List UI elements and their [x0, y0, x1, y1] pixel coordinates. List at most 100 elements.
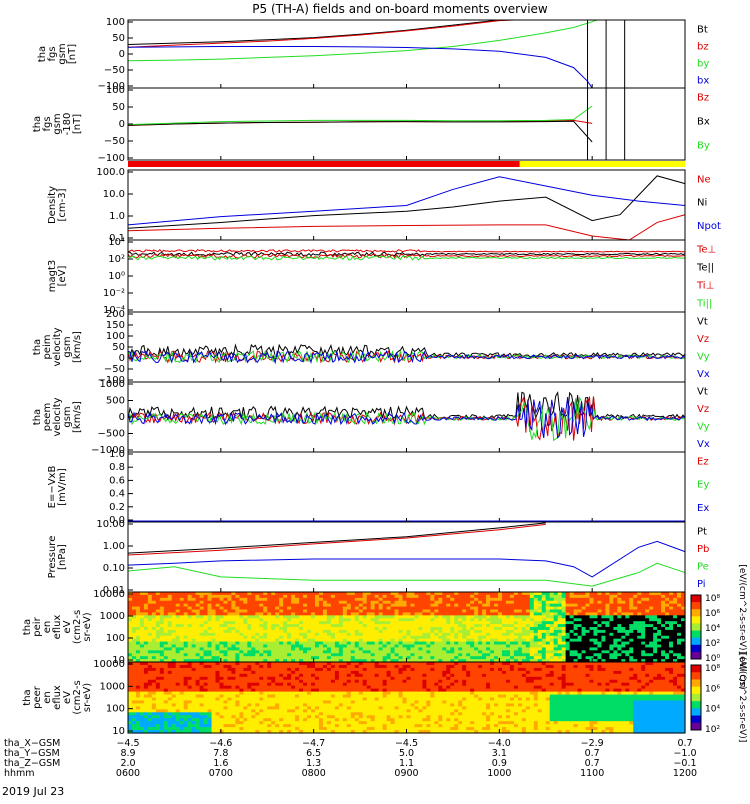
y-tick-label: 100 — [106, 85, 125, 96]
colorbar-swatch — [691, 631, 701, 639]
legend-entry: Vy — [697, 351, 710, 362]
legend-entry: Ey — [697, 480, 709, 491]
y-tick-label: −50 — [104, 364, 125, 375]
series-line-temperature-0 — [128, 250, 685, 252]
legend-entry: bx — [697, 75, 709, 86]
panel-frame — [128, 452, 685, 522]
colorbar-swatch — [691, 595, 701, 603]
y-axis-label: [nT] — [72, 114, 83, 134]
legend-entry: Vz — [697, 334, 709, 345]
colorbar-tick-label: 10² — [705, 639, 720, 649]
y-axis-label: [nPa] — [57, 544, 68, 570]
colorbar-swatch — [691, 645, 701, 653]
y-axis-label: sr-eV) — [82, 612, 93, 641]
colorbar-swatch — [691, 623, 701, 631]
y-tick-label: 0 — [119, 119, 125, 130]
series-line-fgs_gsm-0 — [128, 20, 515, 44]
y-axis-label: [eV] — [57, 266, 68, 287]
y-tick-label: 0.4 — [109, 489, 125, 500]
y-tick-label: 200 — [106, 309, 125, 320]
colorbar-swatch — [691, 602, 701, 610]
y-tick-label: 100 — [106, 633, 125, 644]
legend-entry: Ne — [697, 174, 711, 185]
series-line-pressure-2 — [128, 563, 685, 586]
y-tick-label: 0.10 — [103, 563, 125, 574]
series-line-pressure-3 — [128, 541, 685, 576]
legend-entry: Vy — [697, 421, 710, 432]
y-tick-label: 10.0 — [103, 189, 125, 200]
colorbar-swatch — [691, 609, 701, 617]
panel-frame — [128, 88, 685, 160]
y-tick-label: 0.2 — [109, 502, 125, 513]
y-tick-label: 0 — [119, 353, 125, 364]
series-line-density-1 — [128, 176, 685, 228]
legend-entry: Ni — [697, 198, 707, 209]
panel-frame — [128, 522, 685, 592]
legend-entry: Bx — [697, 116, 710, 127]
y-tick-label: 0 — [119, 412, 125, 423]
legend-entry: Ti|| — [696, 298, 712, 309]
panel-frame — [128, 312, 685, 382]
legend-entry: Vx — [697, 439, 710, 450]
y-axis-label: [cm-3] — [57, 188, 68, 221]
legend-entry: Vt — [697, 316, 708, 327]
legend-entry: By — [697, 140, 710, 151]
legend-entry: Ti⊥ — [696, 280, 714, 291]
y-tick-label: 0.8 — [109, 462, 125, 473]
legend-entry: Bt — [697, 24, 708, 35]
colorbar-tick-label: 10⁴ — [705, 624, 720, 634]
y-tick-label: 100 — [106, 331, 125, 342]
y-tick-label: 50 — [112, 342, 125, 353]
plot-title: P5 (TH-A) fields and on-board moments ov… — [252, 2, 548, 16]
series-line-temperature-3 — [128, 256, 685, 260]
y-tick-label: 1.00 — [103, 541, 125, 552]
y-tick-label: −50 — [104, 65, 125, 76]
legend-entry: Ex — [697, 503, 709, 514]
y-tick-label: 1000 — [100, 611, 125, 622]
series-line-fgs_gse_lmn-1 — [128, 121, 592, 142]
series-line-fgs_gse_lmn-0 — [128, 120, 592, 125]
legend-entry: Vx — [697, 369, 710, 380]
colorbar-tick-label: 10⁰ — [705, 654, 720, 664]
colorbar-swatch — [691, 652, 701, 660]
y-axis-label: [km/s] — [72, 401, 83, 433]
legend-entry: Pb — [697, 544, 709, 555]
y-tick-label: 10000 — [93, 589, 125, 600]
y-tick-label: −100 — [98, 153, 125, 164]
legend-entry: Te⊥ — [696, 244, 716, 255]
series-line-peem_velocity-3 — [128, 397, 685, 438]
colorbar-swatch — [691, 638, 701, 646]
legend-entry: Vt — [697, 386, 708, 397]
legend-entry: Npot — [697, 221, 721, 232]
panel-peer_eflux: 10⁸10⁶10⁴10²[eV/(cm^2-s-sr-eV)]100001000… — [22, 653, 747, 743]
y-tick-label: 10.00 — [96, 519, 125, 530]
y-tick-label: 10⁰ — [108, 271, 125, 282]
y-tick-label: −50 — [104, 136, 125, 147]
y-tick-label: 100.0 — [96, 167, 125, 178]
y-tick-label: 10² — [108, 254, 125, 265]
legend-entry: Vz — [697, 404, 709, 415]
legend-entry: Bz — [697, 92, 709, 103]
legend-entry: Pe — [697, 561, 709, 572]
series-line-density-2 — [128, 177, 685, 225]
y-tick-label: 0.6 — [109, 475, 125, 486]
y-axis-label: [km/s] — [72, 331, 83, 363]
legend-entry: Te|| — [696, 262, 714, 273]
y-tick-label: 50 — [112, 102, 125, 113]
y-tick-label: 100 — [106, 17, 125, 28]
legend-entry: Ez — [697, 456, 709, 467]
y-tick-label: 10⁴ — [108, 237, 125, 248]
legend-entry: bz — [697, 41, 709, 52]
series-line-fgs_gsm-3 — [128, 47, 592, 88]
y-axis-label: [mV/m] — [57, 468, 68, 506]
y-tick-label: 150 — [106, 320, 125, 331]
